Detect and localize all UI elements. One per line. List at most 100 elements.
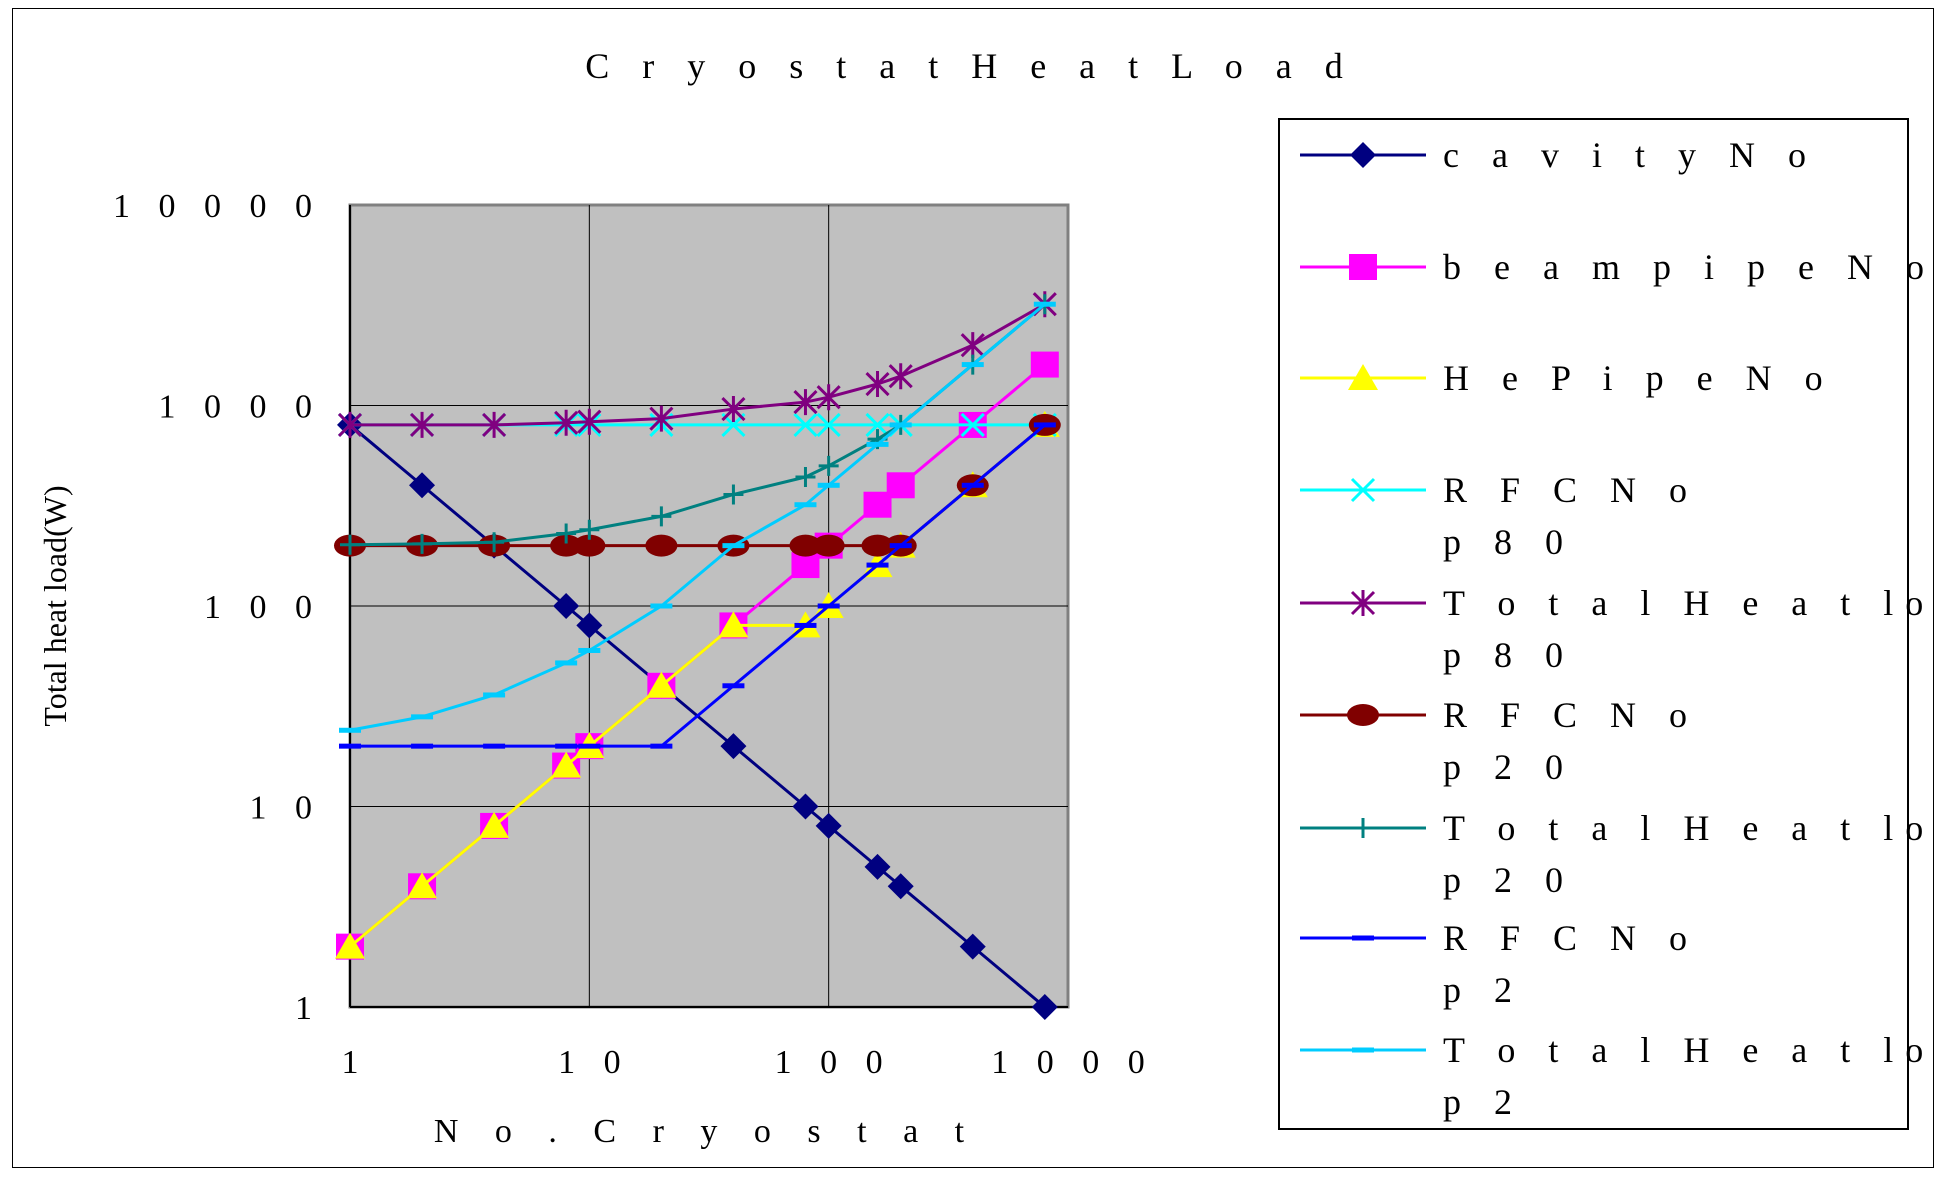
y-tick-label: 1 0	[250, 790, 323, 827]
data-point	[479, 811, 510, 838]
data-point	[889, 422, 912, 428]
axis-ticks: 1 1 0 1 0 0 1 0 0 0 1 0 0 0 0 1 1 0 1 0 0 1 0 0 …	[113, 188, 1145, 1081]
data-point	[961, 482, 984, 488]
data-point	[721, 396, 746, 423]
data-point	[553, 593, 580, 619]
y-tick-label: 1 0 0 0	[159, 389, 323, 426]
y-axis-label: Total heat load(W)	[37, 485, 73, 726]
data-point	[961, 362, 984, 368]
data-point	[576, 612, 603, 639]
legend-label-line: R F C N o	[1443, 695, 1699, 735]
data-point	[812, 534, 845, 557]
data-point	[789, 534, 822, 557]
data-point	[555, 660, 578, 666]
data-point	[818, 455, 839, 476]
legend-marker	[1352, 1047, 1374, 1053]
data-point	[865, 371, 890, 398]
legend-item: R F C N o p 8 0	[1300, 470, 1687, 562]
data-point	[335, 932, 365, 959]
data-point	[409, 411, 435, 438]
legend-item: c a v i t y N o	[1300, 135, 1806, 175]
data-point	[1033, 422, 1056, 428]
data-point	[718, 611, 749, 638]
series-9	[339, 301, 1056, 733]
legend-label: b e a m p i p e N o	[1443, 247, 1936, 287]
legend-item: T o t a l H e a t lo a d p 2 0	[1300, 808, 1950, 900]
legend-label: T o t a l H e a t lo a d p 2	[1443, 1030, 1950, 1122]
data-point	[888, 363, 913, 390]
legend-label-line: p 2 0	[1443, 860, 1575, 900]
data-point	[866, 562, 889, 568]
data-point	[723, 484, 744, 505]
data-point	[720, 733, 747, 760]
chart-title: C r y o s t a t H e a t L o a d	[585, 46, 1355, 86]
data-point	[645, 534, 678, 557]
legend-label-line: T o t a l H e a t lo a d	[1443, 808, 1950, 848]
data-point	[889, 543, 912, 549]
data-point	[1031, 994, 1058, 1020]
legend-label: R F C N o p 2 0	[1443, 695, 1699, 787]
data-point	[482, 411, 507, 438]
legend-marker	[1347, 704, 1379, 726]
data-point	[339, 727, 361, 733]
data-point	[550, 534, 583, 557]
y-tick-label: 1 0 0 0 0	[113, 188, 322, 225]
series-8	[339, 422, 1056, 749]
data-point	[861, 534, 894, 557]
data-point	[886, 472, 915, 499]
data-point	[817, 482, 840, 488]
data-point	[339, 743, 361, 749]
legend-label-line: H e P i p e N o	[1443, 358, 1835, 398]
series-layer	[334, 291, 1061, 1020]
legend-label: R F C N o p 2	[1443, 918, 1699, 1010]
legend-label: H e P i p e N o	[1443, 358, 1835, 398]
legend-marker	[1352, 935, 1374, 941]
data-point	[792, 793, 819, 820]
x-tick-label: 1 0 0	[775, 1044, 893, 1081]
data-point	[793, 389, 818, 416]
legend-marker	[1350, 477, 1376, 503]
data-point	[412, 533, 433, 554]
legend-marker	[1353, 818, 1373, 838]
data-point	[816, 384, 841, 411]
data-point	[1030, 351, 1059, 378]
legend-marker	[1349, 254, 1377, 280]
data-point	[646, 671, 677, 698]
data-point	[816, 412, 841, 437]
data-point	[1033, 301, 1056, 307]
data-point	[409, 472, 436, 499]
data-point	[865, 412, 890, 437]
data-point	[578, 647, 601, 653]
legend-item: b e a m p i p e N o	[1300, 247, 1936, 287]
data-point	[650, 603, 673, 609]
legend-items: c a v i t y N o b e a m p i p e N o H e P …	[1300, 135, 1950, 1122]
legend-item: R F C N o p 2	[1300, 918, 1699, 1010]
legend-item: R F C N o p 2 0	[1300, 695, 1699, 787]
legend-item: T o t a l H e a t lo a d p 8 0	[1300, 583, 1950, 675]
data-point	[337, 411, 363, 438]
data-point	[556, 523, 577, 544]
data-point	[407, 872, 438, 899]
data-point	[794, 622, 817, 628]
data-point	[722, 683, 745, 689]
legend-label-line: T o t a l H e a t lo a d	[1443, 583, 1950, 623]
legend-item: H e P i p e N o	[1300, 358, 1835, 398]
data-point	[815, 812, 842, 839]
data-point	[484, 532, 505, 553]
data-point	[866, 441, 889, 447]
data-point	[578, 743, 601, 749]
data-point	[554, 409, 579, 436]
data-point	[577, 408, 602, 435]
y-tick-label: 1 0 0	[204, 589, 322, 626]
data-point	[959, 933, 986, 960]
legend-label-line: T o t a l H e a t lo a d	[1443, 1030, 1950, 1070]
data-point	[573, 534, 606, 557]
data-point	[864, 853, 891, 880]
x-tick-label: 1 0	[558, 1044, 631, 1081]
data-point	[651, 506, 672, 527]
data-point	[795, 466, 816, 487]
data-point	[579, 519, 600, 540]
legend	[1278, 118, 1909, 1130]
data-point	[960, 332, 985, 359]
